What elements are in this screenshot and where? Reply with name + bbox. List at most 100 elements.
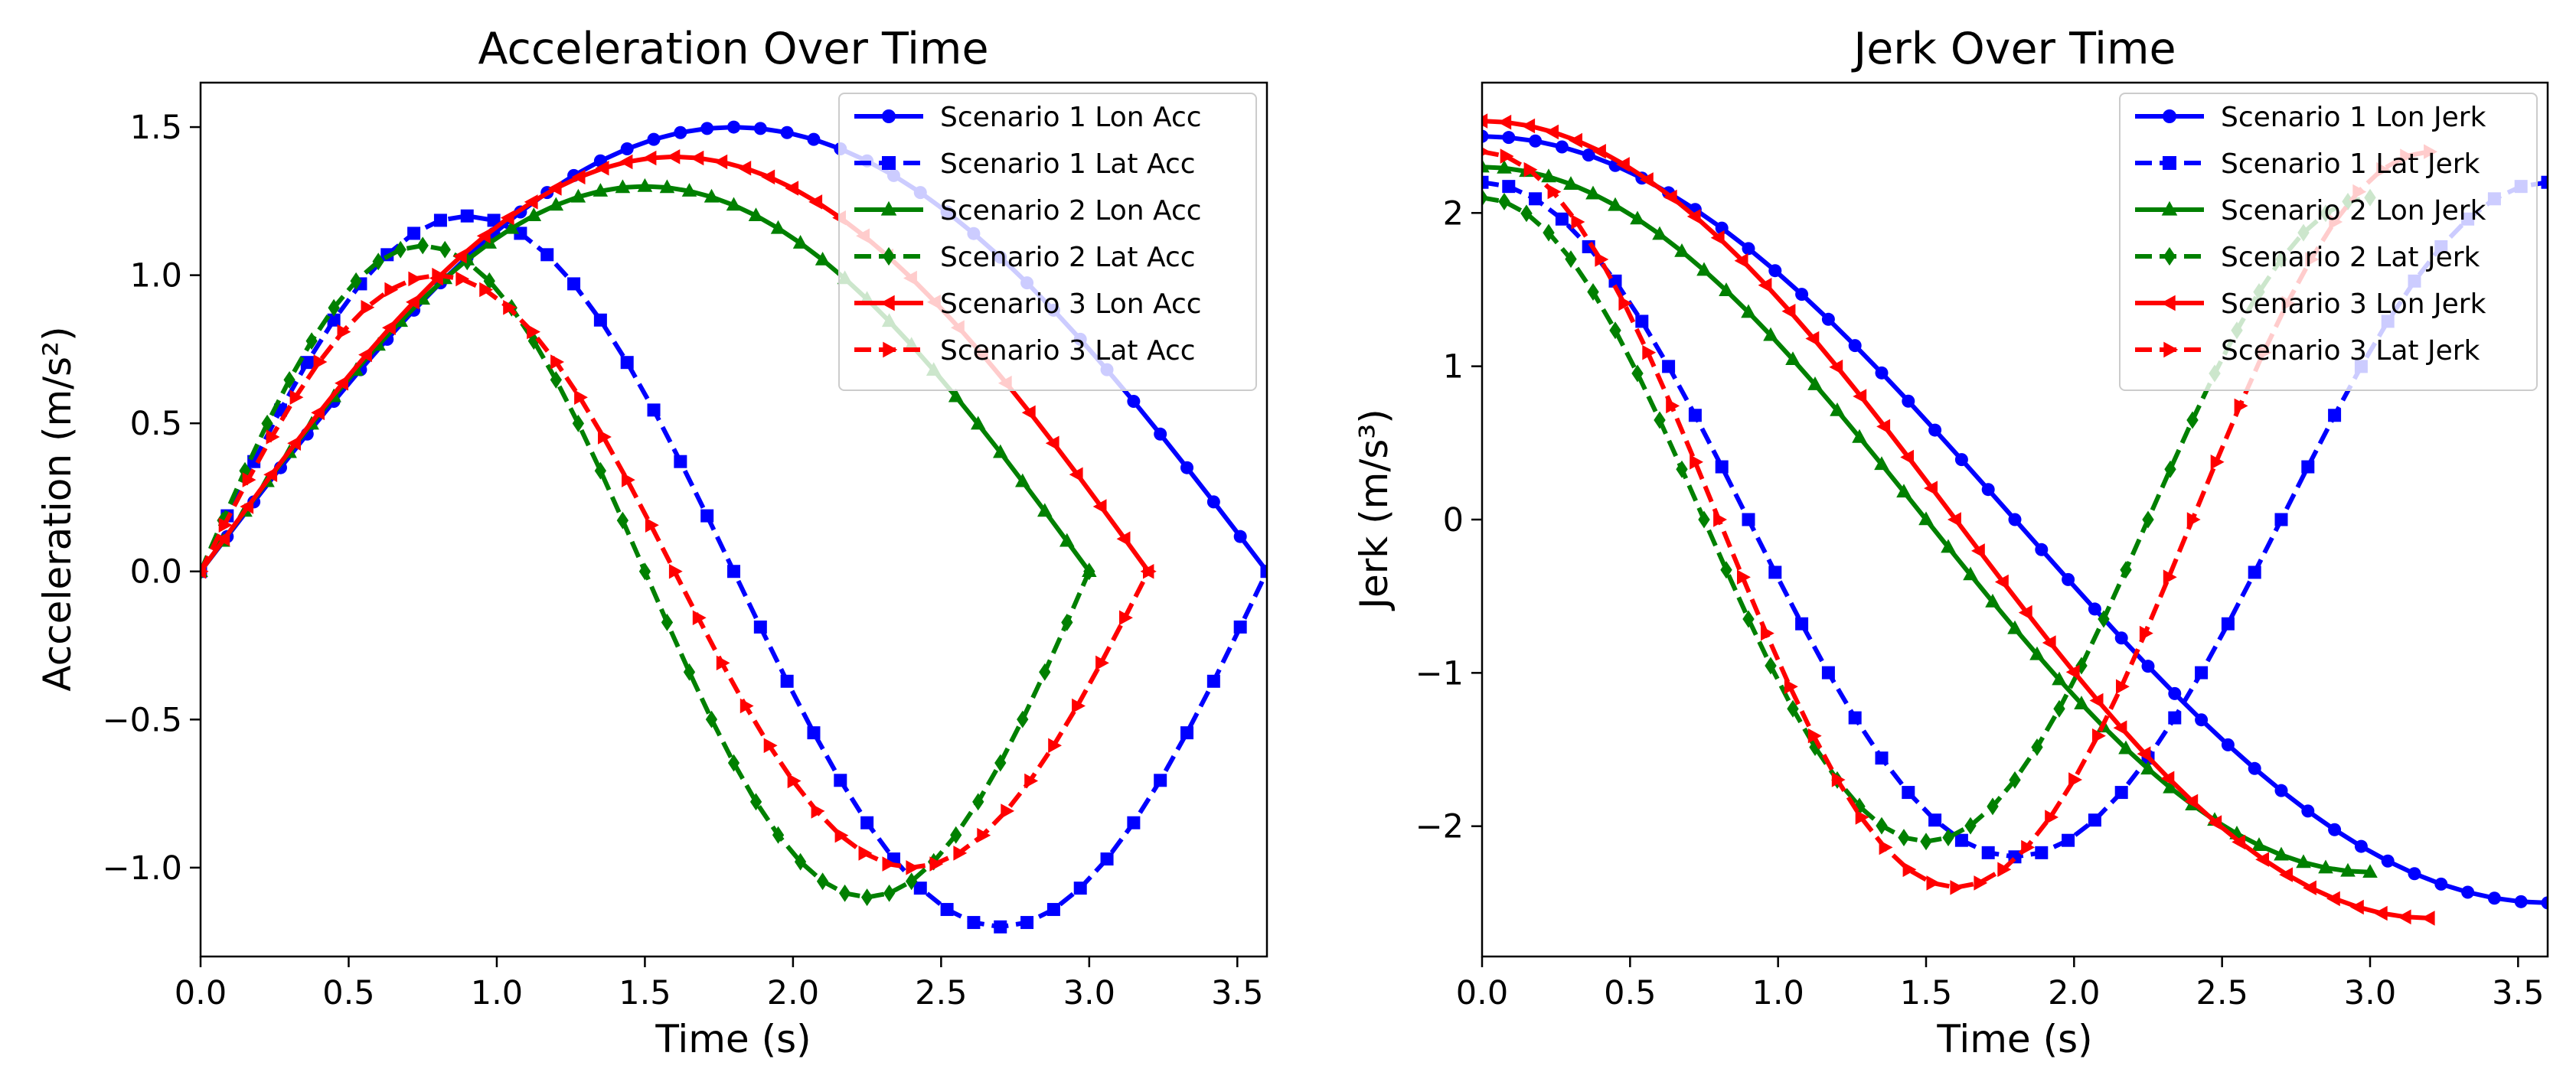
scenario-1-lon-acc-point	[1154, 427, 1167, 441]
scenario-3-lat-jerk-point	[1879, 839, 1893, 855]
scenario-1-lat-jerk-point	[1555, 212, 1569, 226]
scenario-3-lat-acc-point	[1048, 738, 1062, 754]
scenario-3-lat-jerk-point	[1713, 512, 1727, 527]
scenario-1-lon-jerk-point	[1795, 288, 1809, 301]
jerk-x-axis-label: Time (s)	[1936, 1017, 2092, 1061]
scenario-1-lon-jerk-legend-label: Scenario 1 Lon Jerk	[2221, 102, 2486, 133]
scenario-1-lat-jerk-legend-label: Scenario 1 Lat Jerk	[2221, 148, 2480, 180]
scenario-1-lon-jerk-point	[1529, 134, 1543, 148]
scenario-1-lat-acc-point	[860, 816, 874, 829]
scenario-3-lon-acc-point	[690, 150, 704, 166]
scenario-1-lat-jerk-point	[2274, 513, 2288, 526]
scenario-3-lon-acc-point	[785, 181, 799, 196]
scenario-3-lon-jerk-point	[1853, 389, 1867, 404]
scenario-2-lat-jerk-point	[2164, 460, 2176, 478]
scenario-1-lon-jerk-point	[2248, 761, 2261, 775]
scenario-3-lat-jerk-point	[2045, 810, 2059, 825]
scenario-3-lat-jerk-point	[1618, 295, 1633, 311]
scenario-3-lat-jerk-point	[2068, 772, 2082, 787]
scenario-3-lat-acc-point	[337, 324, 351, 340]
scenario-2-lat-acc-point	[994, 754, 1007, 772]
scenario-1-lat-acc-point	[460, 209, 474, 223]
scenario-2-lat-jerk-point	[1698, 510, 1710, 529]
acceleration-x-tick-label: 0.5	[322, 974, 374, 1012]
scenario-2-lat-acc-point	[416, 236, 429, 255]
scenario-2-lat-jerk-point	[1898, 829, 1910, 846]
scenario-2-lon-acc-point	[1015, 473, 1030, 487]
scenario-3-lon-jerk-point	[1616, 157, 1630, 172]
scenario-2-lon-jerk-point	[2251, 837, 2267, 851]
acceleration-chart: Acceleration Over Time Time (s) Accelera…	[35, 24, 1268, 1061]
scenario-1-lon-acc-point	[700, 122, 714, 135]
jerk-x-tick-label: 2.5	[2196, 974, 2248, 1012]
scenario-2-lon-jerk-point	[1941, 539, 1956, 553]
scenario-3-lon-jerk-point	[1805, 331, 1820, 347]
scenario-3-lat-acc-point	[289, 389, 304, 405]
scenario-2-lat-jerk-point	[2009, 771, 2021, 789]
scenario-3-lat-jerk-point	[2116, 679, 2130, 695]
scenario-1-lat-acc-point	[940, 903, 954, 917]
acceleration-x-tick-label: 0.0	[175, 974, 227, 1012]
scenario-2-lon-jerk-point	[2007, 620, 2023, 634]
scenario-3-lon-acc-point	[1092, 499, 1107, 514]
scenario-2-lat-jerk-point	[2053, 699, 2065, 718]
scenario-2-lon-jerk-point	[1563, 176, 1579, 190]
jerk-y-tick-label: 0	[1443, 501, 1464, 539]
scenario-3-lon-acc-point	[595, 161, 609, 176]
scenario-2-lat-jerk-point	[1964, 816, 1977, 835]
scenario-3-lon-acc-point	[737, 161, 752, 176]
scenario-1-lat-jerk-point	[1688, 409, 1702, 422]
scenario-1-lat-acc-point	[620, 356, 634, 370]
scenario-3-lat-acc-point	[716, 655, 730, 671]
scenario-2-lat-jerk-point	[2142, 510, 2154, 529]
scenario-1-lon-acc-point	[647, 132, 661, 146]
acceleration-y-tick-label: −1.0	[103, 849, 182, 888]
scenario-1-lat-acc-point	[967, 916, 981, 930]
scenario-2-lat-acc-point	[305, 332, 318, 350]
scenario-3-lat-acc-point	[598, 429, 612, 445]
scenario-1-lon-jerk-point	[1821, 312, 1835, 326]
scenario-2-lat-acc-point	[794, 852, 807, 871]
scenario-2-lon-jerk-point	[1719, 282, 1734, 296]
scenario-2-lat-jerk-point	[1853, 797, 1866, 816]
scenario-2-lat-acc-legend-label: Scenario 2 Lat Acc	[940, 242, 1196, 273]
scenario-3-lon-jerk-point	[1758, 278, 1772, 293]
scenario-1-lon-jerk-point	[1742, 242, 1755, 256]
scenario-3-lat-jerk-point	[1737, 569, 1751, 585]
scenario-3-lon-acc-point	[571, 169, 586, 185]
scenario-3-lon-jerk-point	[1948, 512, 1961, 527]
jerk-y-tick-label: −1	[1415, 654, 1464, 693]
scenario-2-lat-jerk-point	[1787, 699, 1799, 718]
scenario-2-lat-acc-point	[727, 754, 740, 772]
scenario-3-lon-jerk-point	[2137, 746, 2151, 761]
scenario-1-lon-jerk-point	[1768, 264, 1782, 278]
scenario-3-lon-jerk-point	[1545, 124, 1559, 140]
scenario-3-lat-acc-point	[953, 846, 968, 861]
scenario-3-lat-acc-point	[455, 271, 470, 287]
scenario-3-lon-acc-point	[1069, 467, 1083, 482]
scenario-2-lat-acc-point	[749, 793, 762, 811]
scenario-3-lon-acc-point	[1116, 531, 1131, 546]
scenario-2-lat-acc-point	[372, 253, 384, 271]
acceleration-x-tick-label: 1.5	[619, 974, 671, 1012]
scenario-3-lat-jerk-point	[1482, 147, 1490, 156]
scenario-2-lon-acc-point	[748, 207, 764, 221]
scenario-2-lat-acc-point	[816, 872, 829, 891]
scenario-1-lon-acc-point	[753, 122, 767, 135]
scenario-3-lat-jerk-point	[1500, 148, 1514, 164]
scenario-3-lat-jerk-point	[1784, 679, 1798, 695]
scenario-3-lat-acc-point	[668, 564, 683, 579]
scenario-1-lat-jerk-point	[1635, 314, 1649, 328]
scenario-2-lat-acc-point	[616, 511, 628, 530]
acceleration-y-tick-label: 0.0	[130, 553, 182, 592]
scenario-2-lat-jerk-point	[1720, 561, 1732, 579]
scenario-3-lat-acc-point	[763, 738, 778, 754]
scenario-1-lon-jerk-point	[2381, 854, 2395, 868]
scenario-1-lat-acc-point	[753, 620, 767, 634]
scenario-2-lon-jerk-legend-label: Scenario 2 Lon Jerk	[2221, 195, 2486, 227]
scenario-3-lat-jerk-point	[1571, 214, 1585, 230]
scenario-3-lat-acc-point	[574, 389, 588, 405]
scenario-2-lat-jerk-point	[1482, 188, 1488, 207]
scenario-3-lat-acc-point	[527, 324, 540, 340]
scenario-2-lon-jerk-point	[2318, 859, 2333, 874]
